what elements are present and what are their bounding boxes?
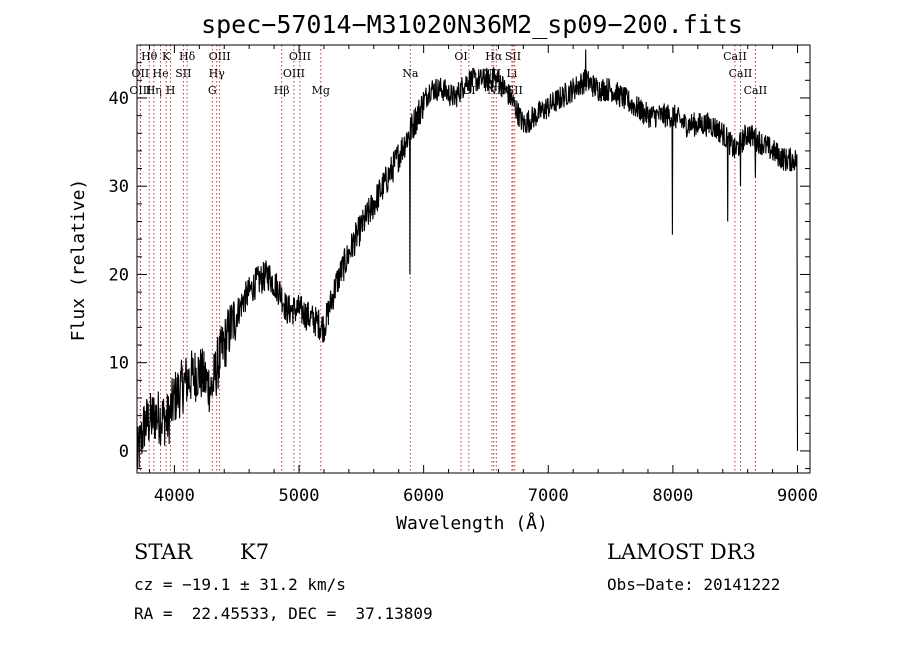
y-tick-label: 10 (109, 354, 129, 374)
spectrum-line (136, 49, 799, 470)
spectral-line-label: K (162, 50, 171, 63)
y-tick-label: 20 (109, 265, 129, 285)
spectral-line-label: Mg (312, 84, 330, 97)
plot-frame (136, 44, 811, 474)
spectral-line-label: CaII (744, 84, 768, 97)
spectral-line-label: SII (175, 67, 191, 80)
obs-date-text: Obs−Date: 20141222 (607, 575, 781, 594)
spectral-line-label: SII (505, 50, 521, 63)
spectral-line-label: OIII (283, 67, 305, 80)
spectral-line-label: Hα (485, 50, 503, 63)
spectral-line-label: CaII (729, 67, 753, 80)
spectral-line-label: Hγ (209, 67, 226, 80)
object-class: STAR (134, 540, 193, 564)
redshift-text: cz = −19.1 ± 31.2 km/s (134, 575, 346, 594)
spectral-line-label: OIII (209, 50, 231, 63)
y-axis-label: Flux (relative) (68, 179, 89, 342)
axis-ticks: 4000 5000 6000 7000 8000 9000 0 10 20 30 40 (109, 45, 818, 506)
x-tick-label: 9000 (777, 486, 818, 506)
spectral-line-label: Hη (146, 84, 162, 97)
spectral-line-label: Hθ (141, 50, 158, 63)
radec-text: RA = 22.45533, DEC = 37.13809 (134, 604, 433, 623)
spectral-line-label: OIII (289, 50, 311, 63)
y-tick-label: 0 (119, 442, 129, 462)
x-tick-label: 6000 (403, 486, 444, 506)
object-subclass: K7 (240, 540, 270, 564)
spectral-line-label: H (166, 84, 176, 97)
x-tick-label: 7000 (528, 486, 569, 506)
spectral-line-label: CaII (723, 50, 747, 63)
spectral-line-label: OI (454, 50, 467, 63)
spectral-line-label: Hβ (274, 84, 290, 97)
y-tick-label: 40 (109, 89, 129, 109)
y-tick-label: 30 (109, 177, 129, 197)
chart-title: spec−57014−M31020N36M2_sp09−200.fits (201, 10, 743, 39)
x-tick-label: 5000 (279, 486, 320, 506)
x-tick-label: 4000 (154, 486, 195, 506)
x-axis-label: Wavelength (Å) (396, 512, 548, 534)
spectral-line-label: Na (402, 67, 419, 80)
spectral-line-label: He (153, 67, 169, 80)
spectral-line-label: OIII (129, 84, 151, 97)
spectral-line-label: Hδ (179, 50, 196, 63)
spectral-line-label: G (208, 84, 217, 97)
survey-name: LAMOST DR3 (607, 540, 756, 564)
x-tick-label: 8000 (652, 486, 693, 506)
spectral-line-label: Li (506, 67, 517, 80)
